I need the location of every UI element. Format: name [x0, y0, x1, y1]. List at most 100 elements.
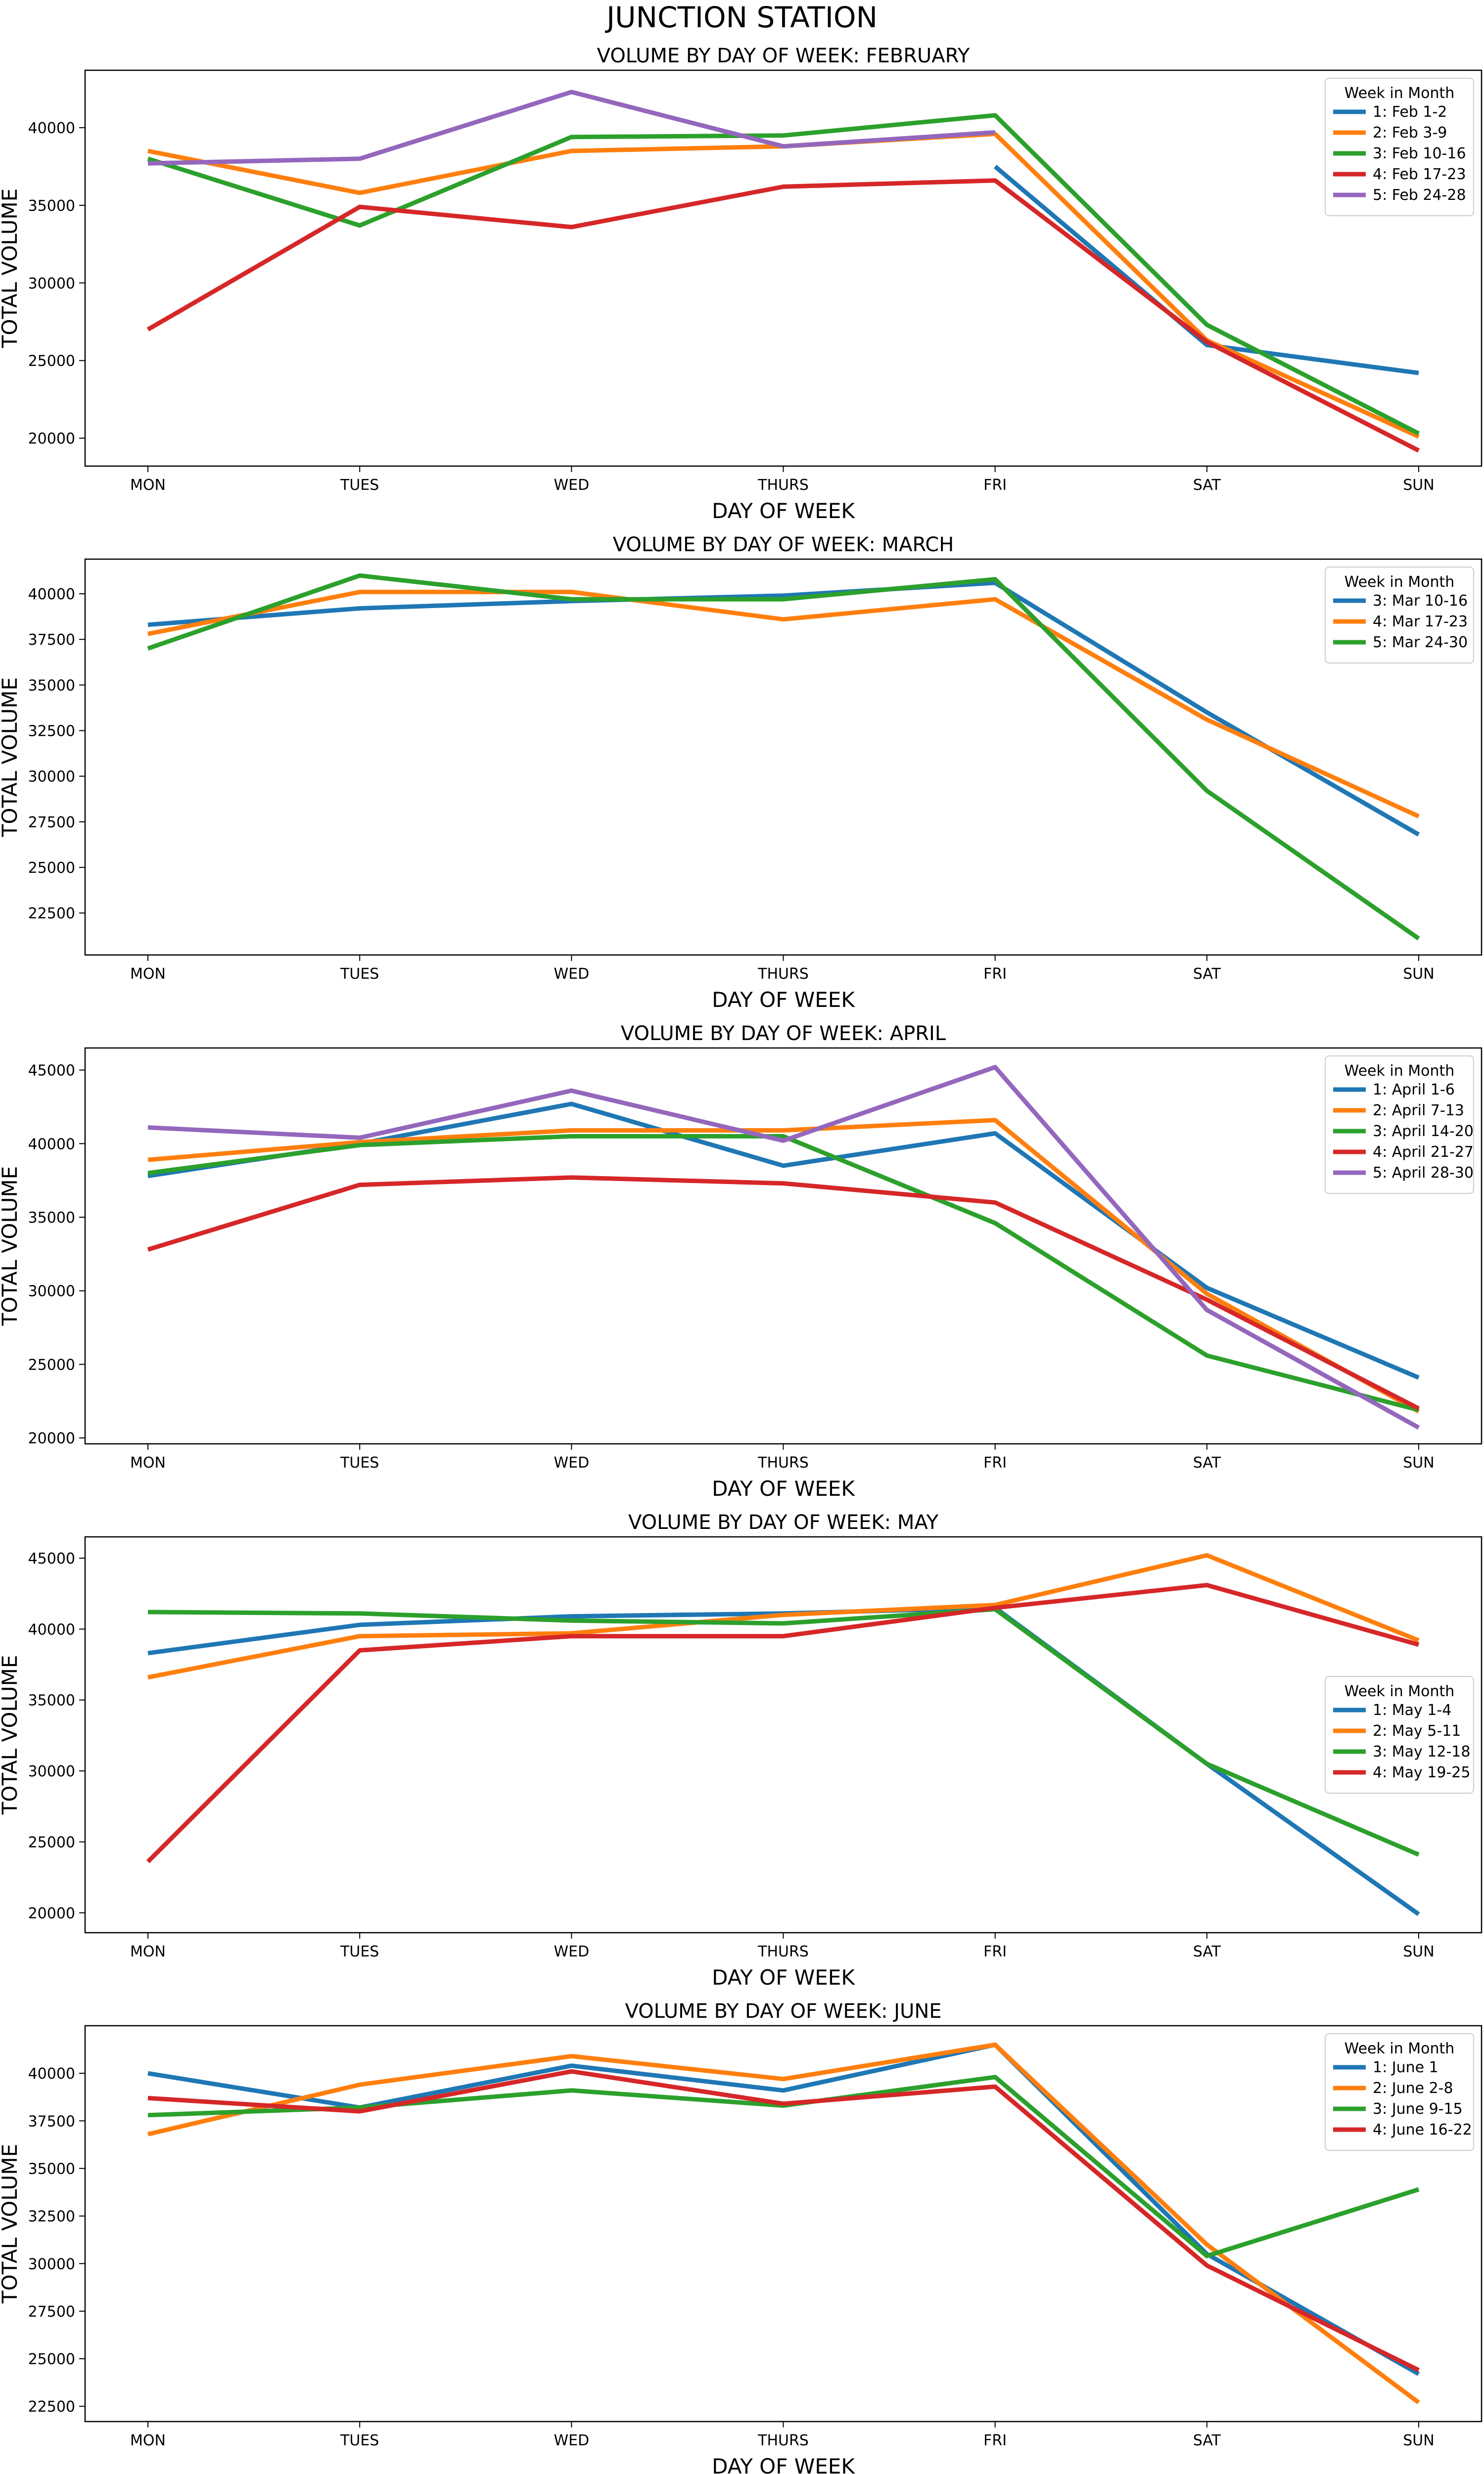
chart-panel-1: VOLUME BY DAY OF WEEK: FEBRUARY 20000 2500… [0, 45, 1483, 523]
x-tick-label: WED [554, 1943, 589, 1960]
series-line [147, 132, 1420, 439]
y-axis-label: TOTAL VOLUME [0, 2144, 22, 2304]
y-tick-label: 27500 [28, 2303, 75, 2321]
x-tick-label: SUN [1403, 1454, 1434, 1472]
x-tick-label: TUES [340, 1454, 379, 1472]
x-tick-label: MON [130, 476, 166, 494]
series-line [147, 1134, 1420, 1412]
y-tick-label: 30000 [28, 768, 75, 786]
y-tick-label: 37500 [28, 631, 75, 649]
plot-frame [84, 1536, 1483, 1934]
series-group [146, 90, 1420, 453]
series-group [146, 1553, 1420, 1916]
x-axis-label: DAY OF WEEK [712, 988, 855, 1012]
x-tick-label: TUES [340, 965, 379, 983]
series-line [146, 1583, 1420, 1863]
x-tick-label: MON [130, 965, 166, 983]
y-tick-label: 25000 [28, 353, 75, 370]
y-tick-label: 25000 [28, 1356, 75, 1374]
x-tick-label: WED [554, 2432, 589, 2449]
y-tick-label: 30000 [28, 1283, 75, 1300]
y-tick-label: 40000 [28, 2065, 75, 2083]
y-tick-label: 30000 [28, 2256, 75, 2273]
x-tick-label: SAT [1193, 476, 1221, 494]
legend-label: 1: Feb 1-2 [1373, 103, 1447, 121]
legend-box [1325, 2033, 1474, 2151]
figure-title: JUNCTION STATION [606, 0, 878, 34]
x-tick-label: WED [554, 1454, 589, 1472]
x-tick-label: MON [130, 1943, 166, 1960]
x-tick-label: SUN [1403, 965, 1434, 983]
legend: Week in Month 1: May 1-4 2: May 5-11 3: May… [1325, 1676, 1474, 1794]
series-line [147, 580, 1420, 837]
y-tick-label: 22500 [28, 2398, 75, 2416]
x-tick-label: THURS [757, 1943, 809, 1960]
x-tick-label: THURS [757, 1454, 809, 1472]
series-group [147, 1065, 1420, 1430]
legend-label: 5: April 28-30 [1373, 1164, 1474, 1182]
y-tick-label: 35000 [28, 197, 75, 215]
legend-title: Week in Month [1345, 2040, 1455, 2057]
legend-title: Week in Month [1345, 85, 1455, 102]
x-tick-label: SUN [1403, 2432, 1434, 2449]
y-tick-label: 25000 [28, 2351, 75, 2368]
series-line [993, 165, 1419, 376]
x-tick-label: SUN [1403, 476, 1434, 494]
legend: Week in Month 1: June 1 2: June 2-8 3: June… [1325, 2033, 1474, 2151]
legend-label: 1: April 1-6 [1373, 1081, 1455, 1098]
legend-label: 3: Mar 10-16 [1373, 592, 1468, 610]
series-line [147, 1607, 1420, 1857]
x-tick-label: SAT [1193, 965, 1221, 983]
chart-panel-3: VOLUME BY DAY OF WEEK: APRIL 20000 25000 30… [0, 1022, 1483, 1501]
x-tick-label: MON [130, 1454, 166, 1472]
plot-area [84, 1047, 1483, 1445]
chart-panel-5: VOLUME BY DAY OF WEEK: JUNE 22500 25000 275… [0, 2000, 1483, 2474]
legend-label: 3: April 14-20 [1373, 1123, 1474, 1140]
x-tick-label: TUES [340, 1943, 379, 1960]
x-tick-label: THURS [757, 476, 809, 494]
legend-label: 4: Mar 17-23 [1373, 613, 1468, 630]
y-tick-label: 20000 [28, 1430, 75, 1447]
x-tick-label: SAT [1193, 2432, 1221, 2449]
chart-title: VOLUME BY DAY OF WEEK: MAY [628, 1511, 939, 1534]
y-tick-label: 27500 [28, 814, 75, 831]
x-tick-label: TUES [340, 476, 379, 494]
y-tick-label: 32500 [28, 2208, 75, 2226]
y-tick-label: 35000 [28, 2160, 75, 2178]
legend-box [1325, 567, 1474, 664]
x-axis-label: DAY OF WEEK [712, 1965, 855, 1990]
series-line [147, 1605, 1420, 1916]
legend-title: Week in Month [1345, 1062, 1455, 1080]
legend-label: 1: June 1 [1373, 2059, 1438, 2076]
x-tick-label: FRI [983, 2432, 1007, 2449]
x-tick-label: SAT [1193, 1454, 1221, 1472]
legend-label: 3: May 12-18 [1373, 1743, 1470, 1760]
legend-title: Week in Month [1345, 1683, 1455, 1700]
series-line [147, 1175, 1420, 1411]
x-tick-label: FRI [983, 965, 1007, 983]
legend-label: 3: Feb 10-16 [1373, 145, 1466, 162]
x-tick-label: THURS [757, 965, 809, 983]
legend-label: 2: April 7-13 [1373, 1102, 1464, 1119]
legend-label: 4: April 21-27 [1373, 1143, 1474, 1161]
y-tick-label: 20000 [28, 430, 75, 448]
x-axis-label: DAY OF WEEK [712, 499, 855, 523]
plot-area [84, 1536, 1483, 1934]
y-tick-label: 40000 [28, 1136, 75, 1153]
series-line [147, 1553, 1420, 1680]
y-tick-label: 40000 [28, 120, 75, 137]
plot-area [84, 558, 1483, 956]
legend-label: 5: Feb 24-28 [1373, 187, 1466, 204]
chart-title: VOLUME BY DAY OF WEEK: FEBRUARY [597, 45, 970, 67]
y-axis-label: TOTAL VOLUME [0, 189, 22, 348]
x-tick-label: TUES [340, 2432, 379, 2449]
x-tick-label: THURS [757, 2432, 809, 2449]
y-tick-label: 25000 [28, 1834, 75, 1851]
y-tick-label: 35000 [28, 677, 75, 694]
legend-label: 3: June 9-15 [1373, 2100, 1463, 2118]
chart-panel-2: VOLUME BY DAY OF WEEK: MARCH 22500 25000 27… [0, 533, 1483, 1012]
y-tick-label: 25000 [28, 859, 75, 877]
